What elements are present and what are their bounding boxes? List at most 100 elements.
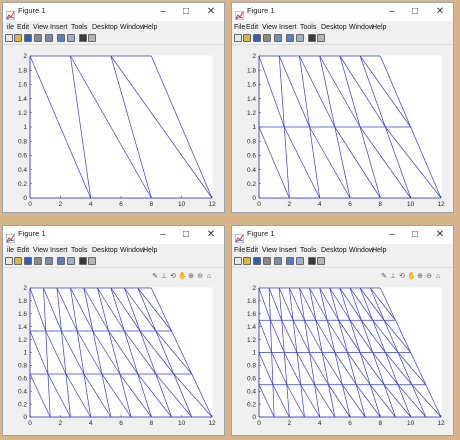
save-icon[interactable]: [24, 34, 32, 42]
property-editor-icon[interactable]: [317, 257, 325, 265]
menu-item-view[interactable]: View: [262, 24, 278, 31]
insert-legend-icon[interactable]: [67, 34, 75, 42]
title-bar[interactable]: Figure 1 – □ ✕: [3, 226, 224, 244]
insert-colorbar-icon[interactable]: [286, 257, 294, 265]
print-icon[interactable]: [34, 257, 42, 265]
minimize-button[interactable]: –: [389, 6, 395, 17]
insert-colorbar-icon[interactable]: [57, 257, 65, 265]
open-file-icon[interactable]: [14, 257, 22, 265]
menu-item-edit[interactable]: Edit: [17, 247, 30, 254]
rotate-icon[interactable]: ⟲: [399, 273, 405, 280]
print-icon[interactable]: [34, 34, 42, 42]
zoom-out-icon[interactable]: ⊖: [426, 273, 432, 280]
pan-icon[interactable]: ✋: [407, 273, 416, 280]
menu-item-tools[interactable]: Tools: [300, 247, 317, 254]
maximize-button[interactable]: □: [411, 229, 419, 240]
home-icon[interactable]: ⌂: [206, 273, 212, 280]
save-icon[interactable]: [24, 257, 32, 265]
menu-item-help[interactable]: Help: [143, 247, 158, 254]
menu-item-insert[interactable]: Insert: [279, 247, 297, 254]
edit-plot-icon[interactable]: [45, 257, 53, 265]
menu-item-file[interactable]: File: [234, 24, 246, 31]
close-button[interactable]: ✕: [206, 229, 216, 240]
close-button[interactable]: ✕: [206, 6, 216, 17]
edit-plot-icon[interactable]: [274, 257, 282, 265]
menu-item-help[interactable]: Help: [372, 24, 387, 31]
property-editor-icon[interactable]: [317, 34, 325, 42]
title-bar[interactable]: Figure 1 – □ ✕: [232, 226, 453, 244]
home-icon[interactable]: ⌂: [435, 273, 441, 280]
menu-item-edit[interactable]: Edit: [17, 24, 30, 31]
maximize-button[interactable]: □: [182, 6, 190, 17]
menu-item-tools[interactable]: Tools: [71, 24, 88, 31]
close-button[interactable]: ✕: [435, 6, 445, 17]
menu-item-window[interactable]: Window: [349, 24, 374, 31]
insert-colorbar-icon[interactable]: [286, 34, 294, 42]
open-file-icon[interactable]: [243, 34, 251, 42]
open-file-icon[interactable]: [14, 34, 22, 42]
menu-item-ile[interactable]: ile: [7, 247, 15, 254]
open-file-icon[interactable]: [243, 257, 251, 265]
menu-item-desktop[interactable]: Desktop: [321, 24, 347, 31]
pointer-icon[interactable]: [79, 257, 87, 265]
maximize-button[interactable]: □: [182, 229, 190, 240]
zoom-in-icon[interactable]: ⊕: [417, 273, 423, 280]
menu-item-window[interactable]: Window: [120, 24, 145, 31]
menu-item-edit[interactable]: Edit: [246, 24, 259, 31]
minimize-button[interactable]: –: [160, 229, 166, 240]
property-editor-icon[interactable]: [88, 257, 96, 265]
pointer-icon[interactable]: [308, 34, 316, 42]
minimize-button[interactable]: –: [160, 6, 166, 17]
menu-item-view[interactable]: View: [262, 247, 278, 254]
datatip-icon[interactable]: ⊥: [160, 273, 168, 280]
menu-item-file[interactable]: File: [234, 247, 246, 254]
maximize-button[interactable]: □: [411, 6, 419, 17]
print-icon[interactable]: [263, 257, 271, 265]
menu-item-insert[interactable]: Insert: [279, 24, 297, 31]
new-figure-icon[interactable]: [5, 34, 13, 42]
save-icon[interactable]: [253, 34, 261, 42]
minimize-button[interactable]: –: [389, 229, 395, 240]
new-figure-icon[interactable]: [234, 34, 242, 42]
zoom-in-icon[interactable]: ⊕: [188, 273, 194, 280]
datatip-icon[interactable]: ⊥: [389, 273, 397, 280]
menu-item-tools[interactable]: Tools: [71, 247, 88, 254]
insert-colorbar-icon[interactable]: [57, 34, 65, 42]
pointer-icon[interactable]: [308, 257, 316, 265]
edit-plot-icon[interactable]: [45, 34, 53, 42]
menu-item-desktop[interactable]: Desktop: [92, 247, 118, 254]
menu-item-view[interactable]: View: [33, 24, 49, 31]
edit-plot-icon[interactable]: [274, 34, 282, 42]
mesh-diagonal-edge: [319, 55, 361, 128]
menu-item-window[interactable]: Window: [120, 247, 145, 254]
menu-item-desktop[interactable]: Desktop: [92, 24, 118, 31]
title-bar[interactable]: Figure 1 – □ ✕: [232, 3, 453, 21]
menu-item-insert[interactable]: Insert: [50, 247, 68, 254]
close-button[interactable]: ✕: [435, 229, 445, 240]
menu-item-ile[interactable]: ile: [7, 24, 15, 31]
save-icon[interactable]: [253, 257, 261, 265]
print-icon[interactable]: [263, 34, 271, 42]
insert-legend-icon[interactable]: [296, 257, 304, 265]
menu-item-help[interactable]: Help: [372, 247, 387, 254]
brush-icon[interactable]: ✎: [381, 273, 387, 280]
menu-item-desktop[interactable]: Desktop: [321, 247, 347, 254]
zoom-out-icon[interactable]: ⊖: [197, 273, 203, 280]
menu-item-help[interactable]: Help: [143, 24, 158, 31]
menu-item-window[interactable]: Window: [349, 247, 374, 254]
matlab-figure-icon: [5, 230, 16, 244]
menu-item-insert[interactable]: Insert: [50, 24, 68, 31]
pointer-icon[interactable]: [79, 34, 87, 42]
pan-icon[interactable]: ✋: [178, 273, 187, 280]
menu-item-view[interactable]: View: [33, 247, 49, 254]
insert-legend-icon[interactable]: [296, 34, 304, 42]
property-editor-icon[interactable]: [88, 34, 96, 42]
new-figure-icon[interactable]: [5, 257, 13, 265]
menu-item-edit[interactable]: Edit: [246, 247, 259, 254]
menu-item-tools[interactable]: Tools: [300, 24, 317, 31]
insert-legend-icon[interactable]: [67, 257, 75, 265]
brush-icon[interactable]: ✎: [152, 273, 158, 280]
new-figure-icon[interactable]: [234, 257, 242, 265]
title-bar[interactable]: Figure 1 – □ ✕: [3, 3, 224, 21]
rotate-icon[interactable]: ⟲: [170, 273, 176, 280]
